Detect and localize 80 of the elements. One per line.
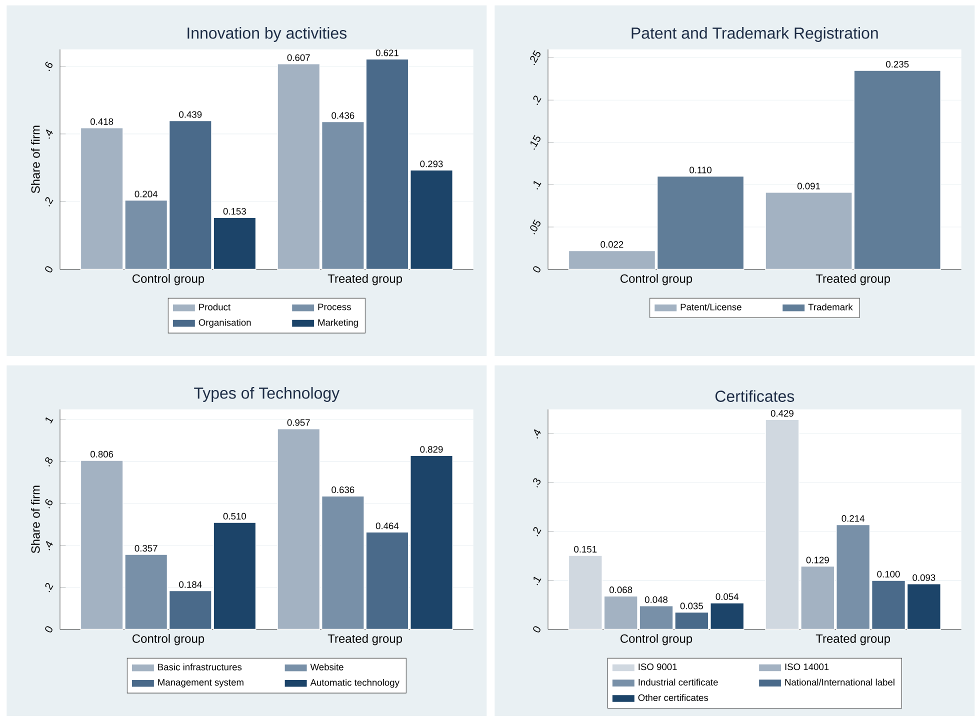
data-label: 0.829 (420, 446, 443, 453)
x-tick-label: Control group (620, 274, 692, 286)
data-label: 0.100 (877, 570, 900, 578)
data-label: 0.035 (680, 602, 703, 610)
y-tick-label: 0 (533, 266, 540, 272)
data-label: 0.068 (610, 586, 632, 594)
y-tick-label: .1 (534, 576, 542, 586)
y-tick-label: .6 (45, 499, 53, 508)
legend-label: National/International label (785, 678, 894, 686)
chart-title: Patent and Trademark Registration (632, 27, 878, 42)
x-tick-label: Control group (132, 274, 204, 286)
x-tick-label: Control group (132, 634, 204, 646)
data-label: 0.093 (912, 574, 936, 581)
data-label: 0.214 (842, 515, 864, 522)
data-label: 0.636 (332, 486, 354, 494)
x-tick-label: Treated group (816, 274, 890, 286)
y-tick-label: .1 (534, 181, 542, 190)
data-label: 0.418 (90, 118, 114, 125)
data-label: 0.957 (287, 419, 310, 426)
y-tick-label: .2 (533, 96, 542, 105)
data-label: 0.151 (574, 546, 597, 553)
y-tick-label: .4 (46, 129, 53, 139)
y-tick-label: .3 (533, 478, 541, 488)
legend-label: Patent/License (680, 304, 742, 310)
y-tick-label: 0 (45, 266, 52, 272)
x-tick-label: Treated group (328, 274, 402, 286)
y-tick-label: .2 (45, 197, 54, 206)
data-label: 0.091 (797, 182, 820, 190)
legend-label: Basic infrastructures (158, 664, 242, 670)
y-tick-label: .25 (530, 50, 540, 66)
data-label: 0.048 (644, 596, 668, 603)
data-label: 0.204 (134, 190, 158, 198)
chart-title: Innovation by activities (188, 27, 347, 42)
y-axis-title: Share of firm (30, 486, 40, 554)
y-tick-label: .2 (533, 527, 542, 536)
legend-label: ISO 14001 (785, 664, 829, 670)
legend-label: Organisation (198, 318, 251, 328)
legend-label: Other certificates (638, 694, 708, 701)
legend-label: Product (199, 304, 230, 310)
x-tick-label: Treated group (816, 634, 890, 646)
data-label: 0.110 (690, 166, 712, 174)
data-label: 0.439 (179, 111, 202, 118)
data-label: 0.129 (806, 556, 829, 564)
y-tick-label: .4 (534, 429, 541, 439)
data-label: 0.022 (600, 241, 624, 248)
chart-title: Types of Technology (194, 387, 340, 402)
legend-label: Marketing (318, 318, 358, 328)
data-label: 0.184 (179, 581, 202, 588)
legend-label: Trademark (808, 304, 853, 310)
y-tick-label: 0 (45, 626, 52, 632)
chart-title: Certificates (715, 390, 794, 402)
y-tick-label: 1 (46, 417, 54, 424)
y-axis-title: Share of firm (30, 126, 40, 194)
legend-label: Automatic technology (310, 678, 400, 688)
x-tick-label: Treated group (328, 634, 402, 646)
y-tick-label: .4 (46, 540, 53, 550)
legend-label: ISO 9001 (638, 664, 677, 670)
data-label: 0.621 (376, 50, 398, 56)
legend-label: Industrial certificate (638, 678, 718, 686)
data-label: 0.436 (332, 112, 354, 119)
y-tick-label: .6 (45, 62, 53, 72)
data-label: 0.607 (287, 54, 310, 61)
x-tick-label: Control group (620, 634, 692, 646)
data-label: 0.235 (886, 60, 909, 68)
y-tick-label: .15 (530, 134, 540, 150)
y-tick-label: .05 (530, 220, 540, 234)
data-label: 0.357 (134, 544, 158, 552)
data-label: 0.429 (770, 410, 794, 417)
data-label: 0.464 (376, 522, 399, 530)
y-tick-label: .2 (45, 582, 54, 592)
legend-label: Process (318, 304, 351, 310)
y-tick-label: .8 (45, 457, 53, 467)
data-label: 0.293 (420, 160, 443, 168)
data-label: 0.510 (223, 512, 246, 520)
data-label: 0.153 (223, 208, 246, 215)
data-label: 0.054 (716, 593, 739, 600)
data-label: 0.806 (90, 450, 114, 458)
y-tick-label: 0 (533, 626, 540, 632)
legend-label: Management system (158, 679, 244, 688)
legend-label: Website (310, 664, 344, 670)
